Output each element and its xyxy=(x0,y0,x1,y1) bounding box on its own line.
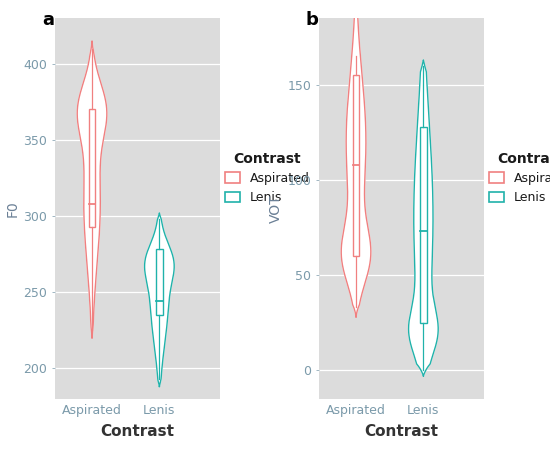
Bar xyxy=(156,250,163,315)
Bar xyxy=(420,126,427,323)
Polygon shape xyxy=(409,60,438,376)
Y-axis label: VOT: VOT xyxy=(270,194,283,223)
X-axis label: Contrast: Contrast xyxy=(365,424,438,439)
X-axis label: Contrast: Contrast xyxy=(101,424,174,439)
Text: b: b xyxy=(306,10,318,29)
Text: a: a xyxy=(42,10,54,29)
Legend: Aspirated, Lenis: Aspirated, Lenis xyxy=(224,152,310,204)
Polygon shape xyxy=(145,213,174,386)
Legend: Aspirated, Lenis: Aspirated, Lenis xyxy=(488,152,550,204)
Bar xyxy=(89,110,95,226)
Polygon shape xyxy=(341,0,371,317)
Bar xyxy=(353,75,359,256)
Polygon shape xyxy=(77,41,107,338)
Y-axis label: F0: F0 xyxy=(6,200,19,217)
